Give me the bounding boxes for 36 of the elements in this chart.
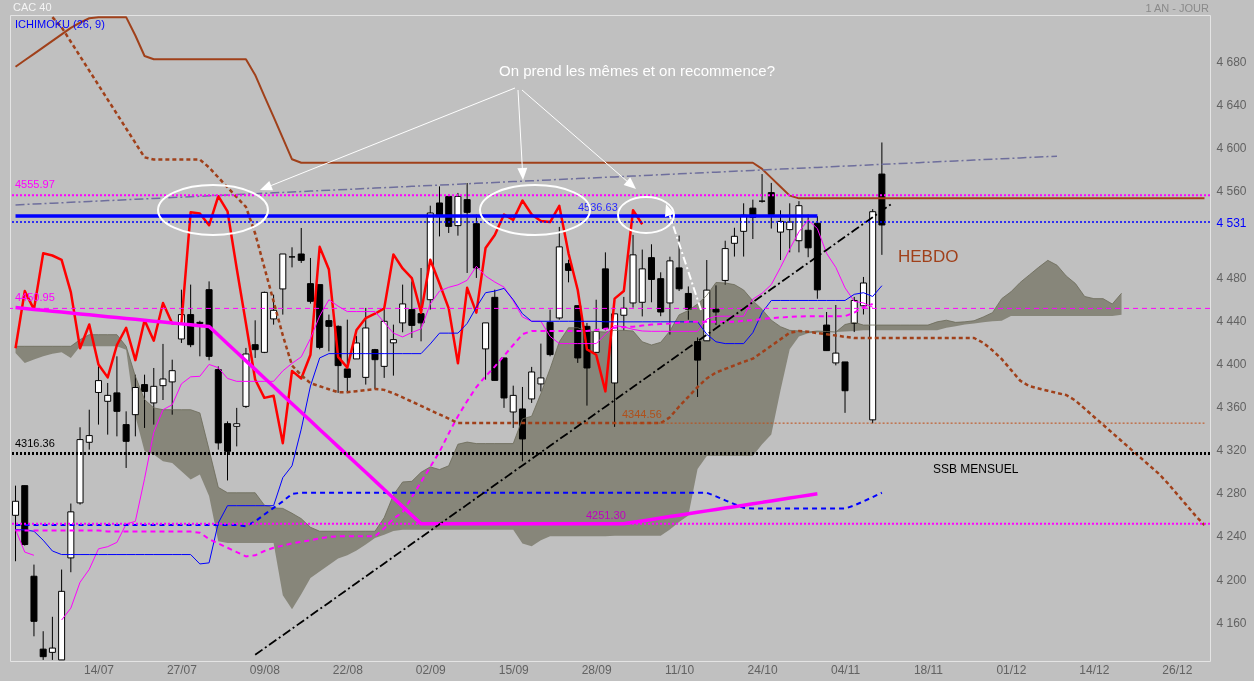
y-tick-label: 4 440 <box>1216 313 1247 328</box>
y-tick-label: 4 531 <box>1216 215 1247 230</box>
x-tick-label: 28/09 <box>581 662 613 677</box>
x-tick-label: 09/08 <box>249 662 281 677</box>
x-tick-label: 04/11 <box>830 662 861 677</box>
y-tick-label: 4 280 <box>1216 486 1247 501</box>
annotation: HEBDO <box>898 247 959 266</box>
x-tick-label: 15/09 <box>498 662 530 677</box>
y-tick-label: 4 240 <box>1216 529 1247 544</box>
x-tick-label: 22/08 <box>332 662 364 677</box>
x-tick-label: 14/07 <box>83 662 115 677</box>
y-tick-label: 4 480 <box>1216 270 1247 285</box>
y-tick-label: 4 600 <box>1216 141 1247 156</box>
x-tick-label: 11/10 <box>665 662 695 677</box>
annotation: SSB MENSUEL <box>933 462 1019 476</box>
y-tick-label: 4 680 <box>1216 54 1247 69</box>
x-tick-label: 14/12 <box>1079 662 1110 677</box>
y-tick-label: 4 320 <box>1216 443 1247 458</box>
annotation: 4251.30 <box>586 508 626 521</box>
x-tick-label: 18/11 <box>913 662 944 677</box>
x-tick-label: 01/12 <box>996 662 1027 677</box>
ref-line-label: 4555.97 <box>15 178 55 191</box>
annotation: 4536.63 <box>578 200 618 213</box>
y-tick-label: 4 640 <box>1216 98 1247 113</box>
y-tick-label: 4 360 <box>1216 399 1247 414</box>
ref-line-label: 4316.36 <box>15 436 55 449</box>
y-tick-label: 4 200 <box>1216 572 1247 587</box>
x-tick-label: 27/07 <box>166 662 198 677</box>
y-tick-label: 4 560 <box>1216 184 1247 199</box>
annotation: On prend les mêmes et on recommence? <box>499 62 775 79</box>
x-tick-label: 02/09 <box>415 662 447 677</box>
x-tick-label: 26/12 <box>1162 662 1193 677</box>
annotation: 4344.56 <box>622 408 662 421</box>
y-tick-label: 4 400 <box>1216 356 1247 371</box>
y-tick-label: 4 160 <box>1216 615 1247 630</box>
x-tick-label: 24/10 <box>747 662 778 677</box>
